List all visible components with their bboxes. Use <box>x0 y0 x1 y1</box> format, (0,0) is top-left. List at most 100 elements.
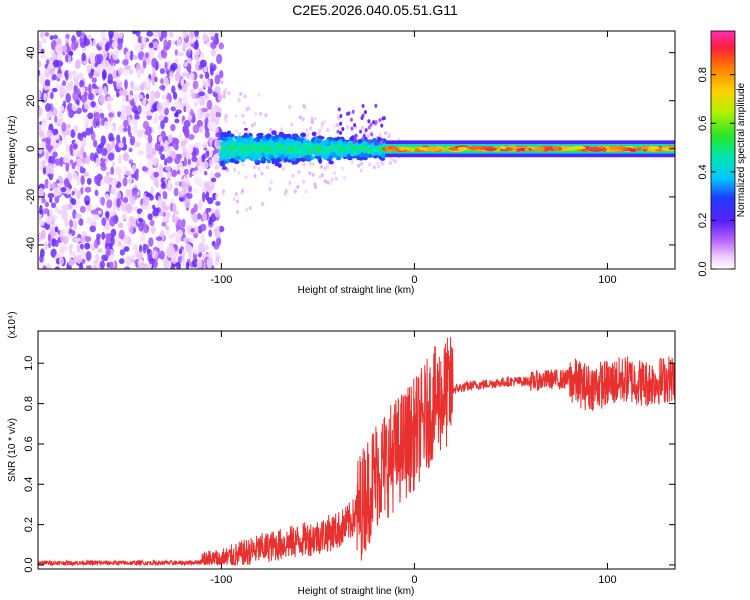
spectrogram-cell <box>160 230 165 237</box>
spectrogram-cell <box>337 139 343 146</box>
spectrogram-cell <box>117 69 122 77</box>
spectrogram-cell <box>223 131 228 138</box>
spectrogram-cell <box>393 159 397 164</box>
spectrogram-cell <box>218 42 224 50</box>
spectrogram-cell <box>128 69 134 75</box>
spectrogram-cell <box>335 150 340 156</box>
spectrogram-cell <box>264 140 270 145</box>
spectrogram-cell <box>174 49 179 56</box>
spectrogram-cell <box>83 100 91 110</box>
spectrogram-x-axis-label: Height of straight line (km) <box>298 285 415 296</box>
spectrogram-cell <box>71 191 75 196</box>
spectrogram-cell <box>122 152 130 162</box>
spectrogram-cell <box>277 143 284 150</box>
spectrogram-cell <box>339 121 343 126</box>
spectrogram-cell <box>209 148 213 157</box>
spectrogram-cell <box>47 62 53 70</box>
spectrogram-cell <box>151 57 158 68</box>
spectrogram-cell <box>62 80 67 87</box>
spectrogram-cell <box>327 155 333 161</box>
spectrogram-cell <box>45 165 50 176</box>
spectrogram-cell <box>99 112 105 119</box>
spectrogram-cell <box>160 31 167 39</box>
spectrogram-cell <box>140 211 145 217</box>
spectrogram-cell <box>93 139 98 148</box>
spectrogram-cell <box>311 131 317 137</box>
spectrogram-cell <box>296 184 300 189</box>
spectrogram-cell <box>242 139 249 145</box>
spectrogram-cell <box>367 147 374 153</box>
spectrogram-cell <box>187 134 195 140</box>
spectrogram-cell <box>193 176 201 186</box>
spectrogram-cell <box>130 225 134 236</box>
spectrogram-cell <box>118 142 124 149</box>
spectrogram-cell <box>41 196 46 204</box>
tone-peak <box>635 147 642 151</box>
spectrogram-cell <box>388 161 392 166</box>
spectrogram-cell <box>214 164 220 170</box>
spectrogram-cell <box>69 219 74 228</box>
spectrogram-cell <box>215 111 222 119</box>
spectrogram-cell <box>135 248 140 258</box>
spectrogram-cell <box>182 94 189 105</box>
spectrogram-cell <box>350 152 355 157</box>
spectrogram-cell <box>174 71 181 82</box>
spectrogram-cell <box>50 91 54 100</box>
spectrogram-cell <box>159 250 165 260</box>
spectrogram-cell <box>234 129 238 134</box>
spectrogram-cell <box>210 106 216 116</box>
spectrogram-cell <box>49 35 54 41</box>
spectrogram-cell <box>61 45 68 53</box>
spectrogram-cell <box>373 148 378 153</box>
spectrogram-cell <box>222 94 226 99</box>
spectrogram-cell <box>111 41 118 49</box>
spectrogram-cell <box>147 157 154 168</box>
spectrogram-cell <box>118 124 125 134</box>
spectrogram-cell <box>116 40 123 51</box>
spectrogram-cell <box>180 189 188 195</box>
spectrogram-cell <box>250 155 257 161</box>
tone-peak <box>602 148 607 152</box>
spectrogram-y-tick-label: -40 <box>25 237 37 253</box>
spectrogram-cell <box>177 51 185 57</box>
spectrogram-cell <box>165 99 170 107</box>
spectrogram-cell <box>98 85 104 96</box>
spectrogram-cell <box>58 110 64 120</box>
spectrogram-cell <box>118 229 125 240</box>
spectrogram-cell <box>92 39 97 47</box>
spectrogram-cell <box>264 156 270 160</box>
spectrogram-cell <box>142 58 147 69</box>
spectrogram-cell <box>182 40 187 51</box>
spectrogram-cell <box>99 260 105 269</box>
spectrogram-cell <box>265 165 269 170</box>
spectrogram-cell <box>98 41 104 47</box>
spectrogram-cell <box>295 157 301 163</box>
spectrogram-cell <box>87 92 93 101</box>
spectrogram-cell <box>84 236 92 243</box>
spectrogram-cell <box>123 246 130 252</box>
spectrogram-cell <box>202 32 208 42</box>
spectrogram-cell <box>108 254 114 262</box>
spectrogram-cell <box>118 154 122 165</box>
spectrogram-cell <box>318 128 322 133</box>
spectrogram-cell <box>51 214 58 221</box>
spectrogram-cell <box>145 110 153 117</box>
spectrogram-cell <box>94 238 99 249</box>
spectrogram-cell <box>207 121 213 130</box>
spectrogram-cell <box>128 132 133 138</box>
spectrogram-cell <box>208 229 213 237</box>
spectrogram-cell <box>286 137 291 144</box>
spectrogram-cell <box>181 145 187 153</box>
spectrogram-cell <box>93 260 99 265</box>
spectrogram-cell <box>302 179 306 184</box>
spectrogram-cell <box>81 95 86 102</box>
spectrogram-cell <box>67 102 74 113</box>
spectrogram-cell <box>214 251 219 258</box>
spectrogram-cell <box>236 199 240 204</box>
spectrogram-cell <box>147 50 153 60</box>
spectrogram-cell <box>221 162 226 167</box>
spectrogram-cell <box>351 109 355 114</box>
spectrogram-cell <box>167 39 172 46</box>
spectrogram-cell <box>343 144 349 150</box>
spectrogram-cell <box>110 166 115 175</box>
